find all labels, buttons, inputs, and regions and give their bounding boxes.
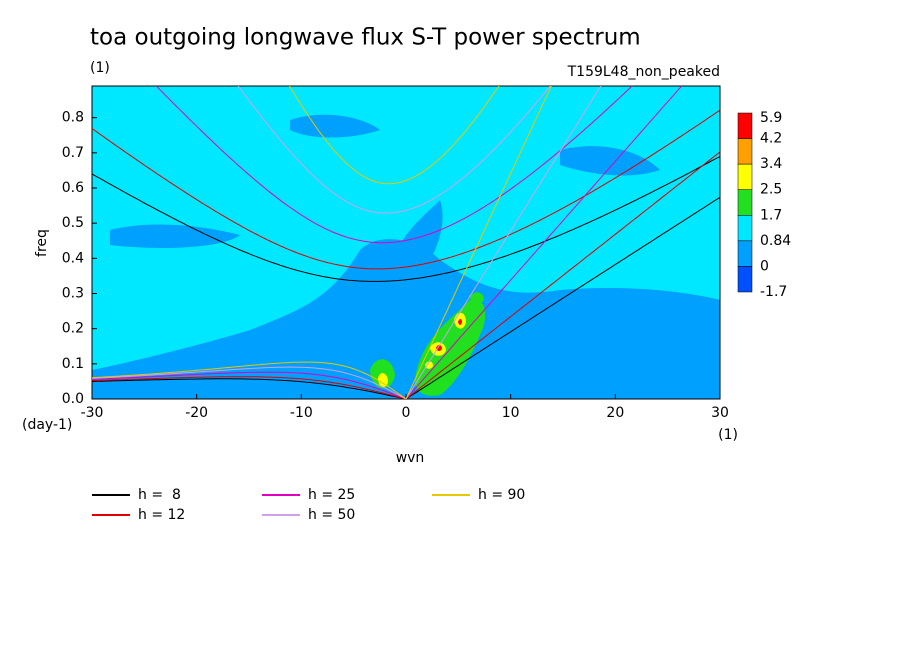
- dispersion-curve: [92, 371, 407, 399]
- dispersion-curve: [155, 86, 633, 244]
- x-tick-label: -20: [185, 405, 208, 421]
- run-label: T159L48_non_peaked: [567, 64, 720, 80]
- chart-title: toa outgoing longwave flux S-T power spe…: [90, 25, 641, 51]
- y-tick-label: 0.0: [62, 391, 84, 407]
- contour-fill: [458, 319, 462, 325]
- contour-field: [92, 86, 720, 399]
- x-tick-label: 10: [502, 405, 520, 421]
- colorbar-box: [737, 266, 753, 293]
- y-tick-label: 0.3: [62, 285, 84, 301]
- y-unit: (day-1): [22, 417, 72, 433]
- colorbar-label: 1.7: [760, 207, 782, 223]
- contour-fill: [380, 200, 443, 300]
- x-tick-label: -10: [290, 405, 313, 421]
- x-tick-label: -30: [81, 405, 104, 421]
- x-unit: (1): [718, 427, 738, 443]
- dispersion-curves: [92, 86, 720, 399]
- y-axis-label: freq: [34, 229, 50, 257]
- dispersion-curve: [92, 376, 407, 399]
- legend-label: h = 90: [478, 487, 525, 503]
- dispersion-curve: [405, 86, 602, 399]
- x-axis-label: wvn: [396, 450, 425, 466]
- contour-fill: [560, 146, 660, 176]
- colorbar-label: 3.4: [760, 156, 782, 172]
- colorbar-label: 4.2: [760, 131, 782, 147]
- colorbar-label: -1.7: [760, 284, 787, 300]
- contour-fill: [378, 373, 388, 387]
- contour-fill: [470, 292, 484, 304]
- contour-fill: [110, 224, 240, 248]
- colorbar-label: 2.5: [760, 182, 782, 198]
- dispersion-curve: [405, 86, 552, 399]
- y-tick-label: 0.2: [62, 321, 84, 337]
- x-tick-label: 20: [606, 405, 624, 421]
- subtitle: (1): [90, 60, 110, 76]
- colorbar-box: [737, 138, 753, 165]
- colorbar-label: 5.9: [760, 110, 782, 126]
- dispersion-curve: [405, 196, 720, 399]
- colorbar-box: [737, 163, 753, 190]
- dispersion-curve: [92, 109, 720, 270]
- dispersion-curve: [92, 366, 407, 399]
- x-tick-label: 30: [711, 405, 729, 421]
- colorbar-label: 0: [760, 258, 769, 274]
- dispersion-curve: [405, 151, 720, 399]
- colorbar-box: [737, 112, 753, 139]
- colorbar-box: [737, 215, 753, 242]
- y-tick-label: 0.4: [62, 250, 84, 266]
- legend-label: h = 50: [308, 507, 355, 523]
- y-tick-label: 0.6: [62, 180, 84, 196]
- y-tick-label: 0.7: [62, 145, 84, 161]
- dispersion-curve: [237, 86, 551, 214]
- colorbar-label: 0.84: [760, 233, 791, 249]
- x-tick-label: 0: [402, 405, 411, 421]
- contour-fill: [414, 299, 486, 396]
- contour-fill: [92, 294, 180, 319]
- colorbar-box: [737, 189, 753, 216]
- dispersion-curve: [288, 86, 500, 185]
- dispersion-curve: [92, 155, 720, 282]
- legend-label: h = 8: [138, 487, 181, 503]
- contour-fill: [290, 114, 380, 138]
- legend-label: h = 25: [308, 487, 355, 503]
- y-tick-label: 0.1: [62, 356, 84, 372]
- y-tick-label: 0.5: [62, 215, 84, 231]
- contour-fill: [425, 361, 433, 369]
- y-tick-label: 0.8: [62, 110, 84, 126]
- dispersion-curve: [92, 361, 407, 399]
- dispersion-curve: [92, 378, 407, 399]
- contour-fill: [92, 239, 720, 399]
- colorbar-box: [737, 240, 753, 267]
- contour-fill: [436, 345, 442, 351]
- dispersion-curve: [405, 86, 683, 399]
- legend-label: h = 12: [138, 507, 185, 523]
